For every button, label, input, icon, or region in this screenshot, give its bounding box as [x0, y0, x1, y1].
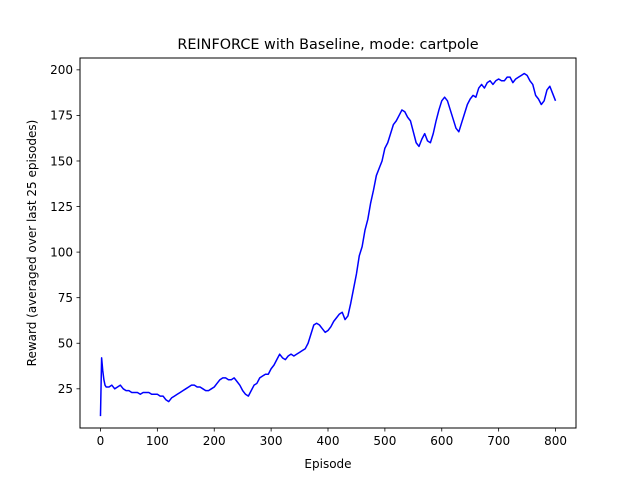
- y-tick-label: 125: [50, 200, 73, 214]
- y-tick-label: 50: [58, 337, 73, 351]
- series-line-0: [99, 72, 557, 417]
- y-tick-label: 100: [50, 245, 73, 259]
- x-tick-label: 200: [203, 434, 226, 448]
- chart-title: REINFORCE with Baseline, mode: cartpole: [177, 37, 478, 53]
- y-axis-label: Reward (averaged over last 25 episodes): [25, 120, 39, 367]
- y-tick-label: 75: [58, 291, 73, 305]
- x-tick-label: 700: [487, 434, 510, 448]
- x-tick-label: 800: [544, 434, 567, 448]
- x-tick-label: 400: [317, 434, 340, 448]
- y-tick-label: 175: [50, 109, 73, 123]
- y-tick-label: 200: [50, 63, 73, 77]
- x-axis-ticks: 0 100 200 300 400 500 600 700 800: [97, 428, 567, 448]
- y-axis-ticks: 25 50 75 100 125 150 175 200: [50, 63, 80, 396]
- x-tick-label: 300: [260, 434, 283, 448]
- y-tick-label: 150: [50, 154, 73, 168]
- plot-frame: [79, 57, 577, 429]
- x-tick-label: 500: [373, 434, 396, 448]
- plot-layer: [99, 72, 557, 417]
- y-tick-label: 25: [58, 382, 73, 396]
- x-tick-label: 0: [97, 434, 105, 448]
- x-axis-label: Episode: [304, 457, 351, 471]
- x-tick-label: 100: [146, 434, 169, 448]
- x-tick-label: 600: [430, 434, 453, 448]
